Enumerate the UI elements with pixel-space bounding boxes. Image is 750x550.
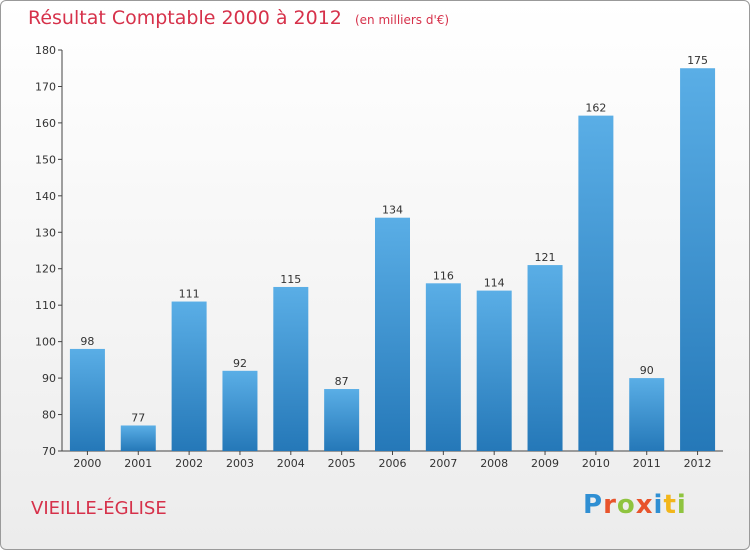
- data-label: 175: [687, 54, 708, 67]
- bar: [273, 286, 309, 451]
- bar: [69, 348, 105, 451]
- chart-title: Résultat Comptable 2000 à 2012: [28, 7, 342, 29]
- y-tick-label: 140: [35, 190, 56, 203]
- title-block: Résultat Comptable 2000 à 2012 (en milli…: [28, 7, 449, 29]
- data-label: 87: [335, 375, 349, 388]
- y-tick-label: 130: [35, 226, 56, 239]
- proxiti-logo[interactable]: Proxiti: [583, 490, 687, 520]
- logo-letter: P: [583, 490, 604, 520]
- x-tick-label: 2005: [328, 457, 356, 470]
- logo-letter: t: [663, 490, 677, 520]
- x-tick-label: 2009: [531, 457, 559, 470]
- x-tick-label: 2012: [684, 457, 712, 470]
- data-label: 90: [640, 364, 654, 377]
- y-tick-label: 80: [42, 409, 56, 422]
- data-label: 77: [131, 411, 145, 424]
- bar: [375, 217, 410, 451]
- data-label: 111: [179, 288, 200, 301]
- data-label: 92: [233, 357, 247, 370]
- x-tick-label: 2008: [480, 457, 508, 470]
- y-tick-label: 120: [35, 263, 56, 276]
- logo-letter: i: [653, 490, 664, 520]
- bar: [629, 378, 665, 451]
- bar: [120, 425, 156, 451]
- x-tick-label: 2001: [124, 457, 152, 470]
- bar: [578, 115, 614, 452]
- y-tick-label: 160: [35, 117, 56, 130]
- x-tick-label: 2010: [582, 457, 610, 470]
- bar: [476, 290, 512, 451]
- bar: [222, 370, 258, 451]
- y-tick-label: 170: [35, 80, 56, 93]
- place-name: VIEILLE-ÉGLISE: [31, 498, 167, 519]
- data-label: 134: [382, 204, 403, 217]
- x-tick-label: 2011: [633, 457, 661, 470]
- logo-letter: o: [616, 490, 636, 520]
- bar: [425, 283, 461, 451]
- value-labels: 98 77 111 92 115 87 134 116 114 121 162 90 175: [80, 54, 708, 424]
- x-tick-label: 2007: [429, 457, 457, 470]
- bars: [69, 68, 716, 452]
- data-label: 162: [585, 102, 606, 115]
- y-tick-label: 110: [35, 299, 56, 312]
- data-label: 114: [484, 277, 505, 290]
- bar: [527, 265, 563, 451]
- logo-letter: i: [676, 490, 687, 520]
- logo-letter: r: [603, 490, 617, 520]
- y-tick-label: 150: [35, 153, 56, 166]
- data-label: 98: [80, 335, 94, 348]
- x-tick-label: 2003: [226, 457, 254, 470]
- data-label: 116: [433, 269, 454, 282]
- y-tick-label: 90: [42, 372, 56, 385]
- bar: [324, 389, 360, 451]
- y-tick-label: 70: [42, 445, 56, 458]
- x-tick-label: 2002: [175, 457, 203, 470]
- data-label: 121: [535, 251, 556, 264]
- bar: [171, 301, 207, 451]
- x-tick-label: 2006: [379, 457, 407, 470]
- y-tick-label: 100: [35, 336, 56, 349]
- data-label: 115: [280, 273, 301, 286]
- x-tick-label: 2004: [277, 457, 305, 470]
- logo-letter: x: [635, 490, 654, 520]
- chart-unit: (en milliers d'€): [354, 13, 450, 27]
- y-tick-label: 180: [35, 44, 56, 57]
- x-tick-label: 2000: [73, 457, 101, 470]
- bar: [680, 68, 716, 452]
